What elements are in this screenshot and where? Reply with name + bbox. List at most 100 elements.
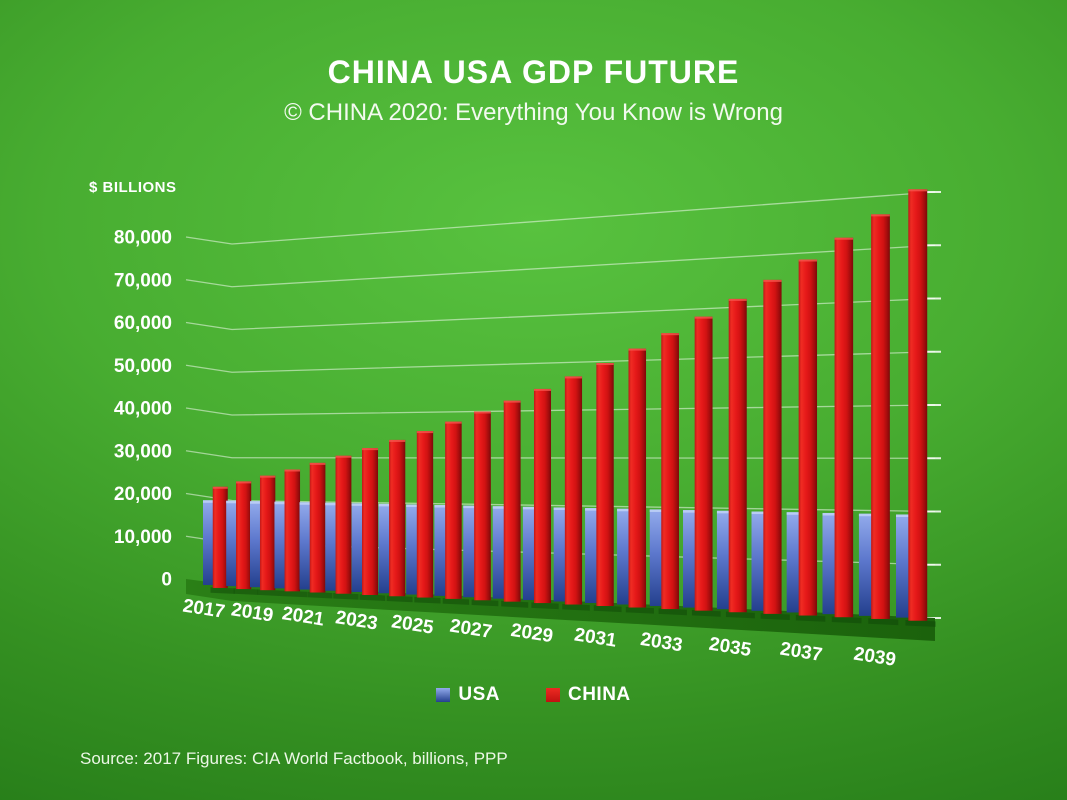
y-tick-label: 30,000	[114, 441, 172, 462]
bar-shadow	[795, 614, 826, 622]
chart-title: CHINA USA GDP FUTURE	[327, 54, 740, 90]
legend-label-china: CHINA	[567, 684, 631, 705]
bar-china-top-face	[361, 448, 379, 451]
x-tick-label-2023: 2023	[334, 607, 379, 634]
x-tick-label-2025: 2025	[390, 611, 435, 638]
bar-china-2027	[474, 411, 491, 601]
bar-china-2028	[503, 400, 521, 602]
bar-china-2039	[871, 214, 890, 619]
bar-shadow	[501, 600, 529, 608]
bar-china-top-face	[309, 462, 326, 465]
bar-china-2021	[309, 462, 326, 593]
bar-usa-top-face	[250, 501, 266, 504]
bar-china-top-face	[628, 348, 647, 351]
grid-line	[185, 191, 936, 245]
bar-china-top-face	[284, 469, 301, 472]
bar-usa-top-face	[585, 508, 603, 511]
bar-usa-top-face	[751, 511, 770, 515]
bar-shadow	[414, 596, 441, 604]
bar-usa-top-face	[716, 510, 736, 514]
legend-item-china: CHINA	[545, 684, 631, 706]
x-tick-label-2033: 2033	[639, 629, 684, 656]
bar-shadow	[593, 605, 622, 613]
x-tick-label-2027: 2027	[448, 616, 493, 643]
bar-shadow	[562, 603, 590, 611]
bar-usa-top-face	[325, 502, 342, 506]
bar-shadow	[905, 620, 936, 627]
bar-usa-top-face	[522, 506, 540, 510]
bar-china-top-face	[728, 298, 747, 301]
source-note: Source: 2017 Figures: CIA World Factbook…	[80, 749, 508, 768]
bar-shadow	[831, 616, 862, 624]
bar-china-top-face	[834, 237, 854, 240]
bar-usa-top-face	[617, 508, 635, 512]
bar-shadow	[307, 591, 333, 599]
bar-china-top-face	[212, 486, 228, 489]
grid-line	[185, 244, 936, 288]
bar-shadow	[760, 613, 790, 621]
bar-china-top-face	[533, 388, 552, 391]
bar-shadow	[658, 608, 687, 616]
bar-china-2024	[389, 439, 406, 597]
bar-shadow	[282, 590, 308, 598]
bar-china-top-face	[445, 421, 462, 424]
bar-china-top-face	[763, 279, 782, 282]
grid-line	[185, 404, 936, 416]
bar-china-2036	[763, 279, 782, 614]
y-tick-label: 40,000	[114, 399, 172, 420]
y-tick-label: 80,000	[114, 228, 172, 249]
bar-china-2020	[284, 469, 301, 592]
bar-china-top-face	[335, 455, 352, 458]
bar-usa-top-face	[203, 500, 218, 503]
bar-shadow	[531, 602, 559, 610]
bar-china-2029	[533, 388, 552, 604]
legend-label-usa: USA	[458, 684, 500, 705]
bar-china-top-face	[871, 214, 890, 217]
bar-usa-top-face	[378, 503, 395, 507]
bar-china-2019	[259, 475, 276, 591]
bar-china-top-face	[259, 475, 276, 478]
bar-usa-top-face	[492, 506, 510, 509]
bar-usa-top-face	[434, 505, 451, 508]
y-tick-label: 10,000	[114, 527, 172, 548]
bar-shadow	[725, 611, 755, 619]
bar-usa-top-face	[822, 512, 842, 516]
bar-china-top-face	[661, 333, 679, 336]
bar-shadow	[359, 594, 386, 601]
bar-china-top-face	[236, 481, 252, 484]
bar-shadow	[471, 599, 499, 607]
bar-usa-top-face	[406, 504, 423, 507]
bar-china-top-face	[596, 363, 614, 366]
bar-usa-top-face	[683, 510, 701, 513]
bar-china-top-face	[564, 376, 583, 379]
grid-line	[185, 450, 936, 459]
bar-usa-top-face	[274, 501, 290, 505]
bar-china-2040	[908, 189, 928, 621]
chart-subtitle: © CHINA 2020: Everything You Know is Wro…	[284, 99, 783, 126]
x-tick-label-2031: 2031	[573, 624, 618, 651]
x-tick-label-2019: 2019	[230, 599, 275, 626]
bar-shadow	[868, 618, 899, 626]
x-tick-label-2017: 2017	[181, 596, 226, 623]
grid-line	[185, 351, 936, 373]
bar-china-top-face	[694, 316, 713, 319]
bar-usa-top-face	[351, 503, 368, 506]
bar-usa-top-face	[463, 505, 480, 509]
bar-usa-top-face	[553, 507, 571, 510]
x-tick-label-2039: 2039	[852, 644, 897, 671]
bar-shadow	[233, 588, 259, 595]
bar-usa-top-face	[896, 514, 915, 517]
bar-china-2033	[661, 333, 679, 610]
x-tick-label-2035: 2035	[708, 634, 753, 661]
bar-usa-top-face	[786, 512, 806, 515]
bar-usa-top-face	[649, 509, 668, 512]
bar-shadow	[210, 587, 235, 594]
grid-line	[185, 297, 936, 331]
bar-china-2034	[694, 316, 713, 611]
bar-china-top-face	[416, 431, 434, 434]
bar-china-top-face	[908, 189, 928, 192]
x-tick-label-2029: 2029	[509, 620, 554, 647]
bar-shadow	[257, 589, 283, 597]
